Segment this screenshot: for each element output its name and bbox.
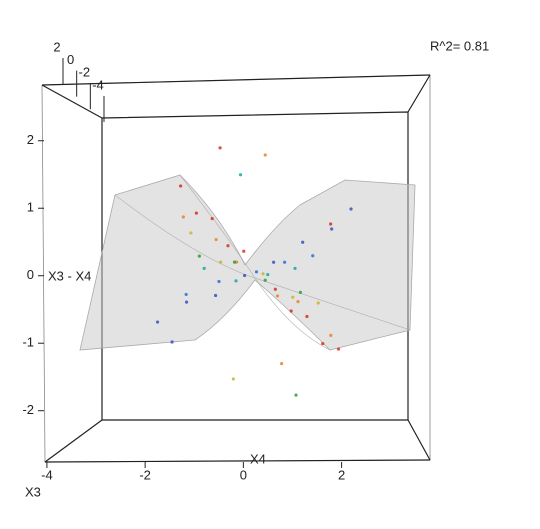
data-point (261, 272, 265, 276)
data-point (210, 216, 214, 221)
data-point (280, 361, 284, 366)
data-point (219, 260, 223, 264)
z-tick-label: 0 (27, 267, 34, 282)
data-point (242, 249, 246, 253)
data-point (305, 314, 309, 319)
data-point (272, 260, 276, 264)
box-edge (44, 419, 103, 463)
data-point (266, 273, 270, 277)
y-tick-label: 0 (67, 52, 74, 67)
data-point (301, 240, 305, 244)
data-point (294, 393, 298, 397)
y-axis-label: X3 (25, 484, 41, 499)
y-tick-label: -4 (92, 77, 104, 92)
data-point (329, 222, 333, 226)
data-point (238, 173, 243, 177)
x-tick-label: -2 (139, 467, 151, 482)
data-point (179, 184, 183, 188)
data-point (254, 270, 259, 274)
data-point (289, 309, 293, 313)
data-point (197, 254, 201, 258)
data-point (189, 231, 193, 235)
x-tick-label: -4 (41, 467, 53, 482)
data-point (321, 342, 325, 346)
data-point (155, 320, 160, 324)
box-edge (407, 74, 431, 113)
y-tick-label: -2 (79, 65, 91, 80)
data-point (243, 273, 247, 278)
r-squared: R^2= 0.81 (430, 38, 489, 53)
data-point (283, 260, 287, 264)
z-tick-label: -2 (22, 402, 34, 417)
box-edge (41, 84, 103, 119)
data-point (298, 290, 303, 294)
data-point (316, 301, 320, 305)
data-point (263, 153, 267, 157)
x-tick-label: 2 (338, 467, 345, 482)
data-point (336, 347, 341, 351)
data-point (329, 333, 333, 337)
box-edge (41, 74, 431, 86)
data-point (291, 295, 295, 299)
z-axis-label: X3 - X4 (48, 268, 91, 283)
data-point (296, 299, 300, 304)
box-edge (44, 459, 431, 463)
data-point (194, 211, 199, 215)
box-edge (407, 419, 431, 461)
data-point (330, 227, 334, 231)
data-point (184, 292, 188, 297)
surface-mesh (114, 174, 411, 351)
data-point (275, 294, 280, 298)
y-tick-label: 2 (53, 39, 60, 54)
x-tick-label: 0 (240, 467, 247, 482)
data-point (349, 207, 353, 211)
data-point (170, 340, 174, 344)
data-point (214, 237, 218, 242)
x-axis-label: X4 (250, 451, 266, 466)
fitted-surface (79, 174, 416, 351)
data-point (213, 293, 218, 298)
data-point (231, 377, 235, 381)
data-point (234, 279, 238, 283)
z-tick-label: -1 (22, 335, 34, 350)
data-point (232, 260, 237, 264)
data-point (311, 254, 315, 258)
data-point (181, 215, 185, 219)
data-point (263, 278, 267, 282)
z-tick-label: 2 (27, 132, 34, 147)
data-point (202, 266, 206, 271)
data-point (217, 279, 221, 284)
data-point (226, 244, 230, 248)
data-point (218, 146, 222, 150)
data-point (293, 266, 297, 271)
data-point (184, 300, 189, 304)
data-point (273, 287, 277, 291)
z-tick-label: 1 (27, 200, 34, 215)
